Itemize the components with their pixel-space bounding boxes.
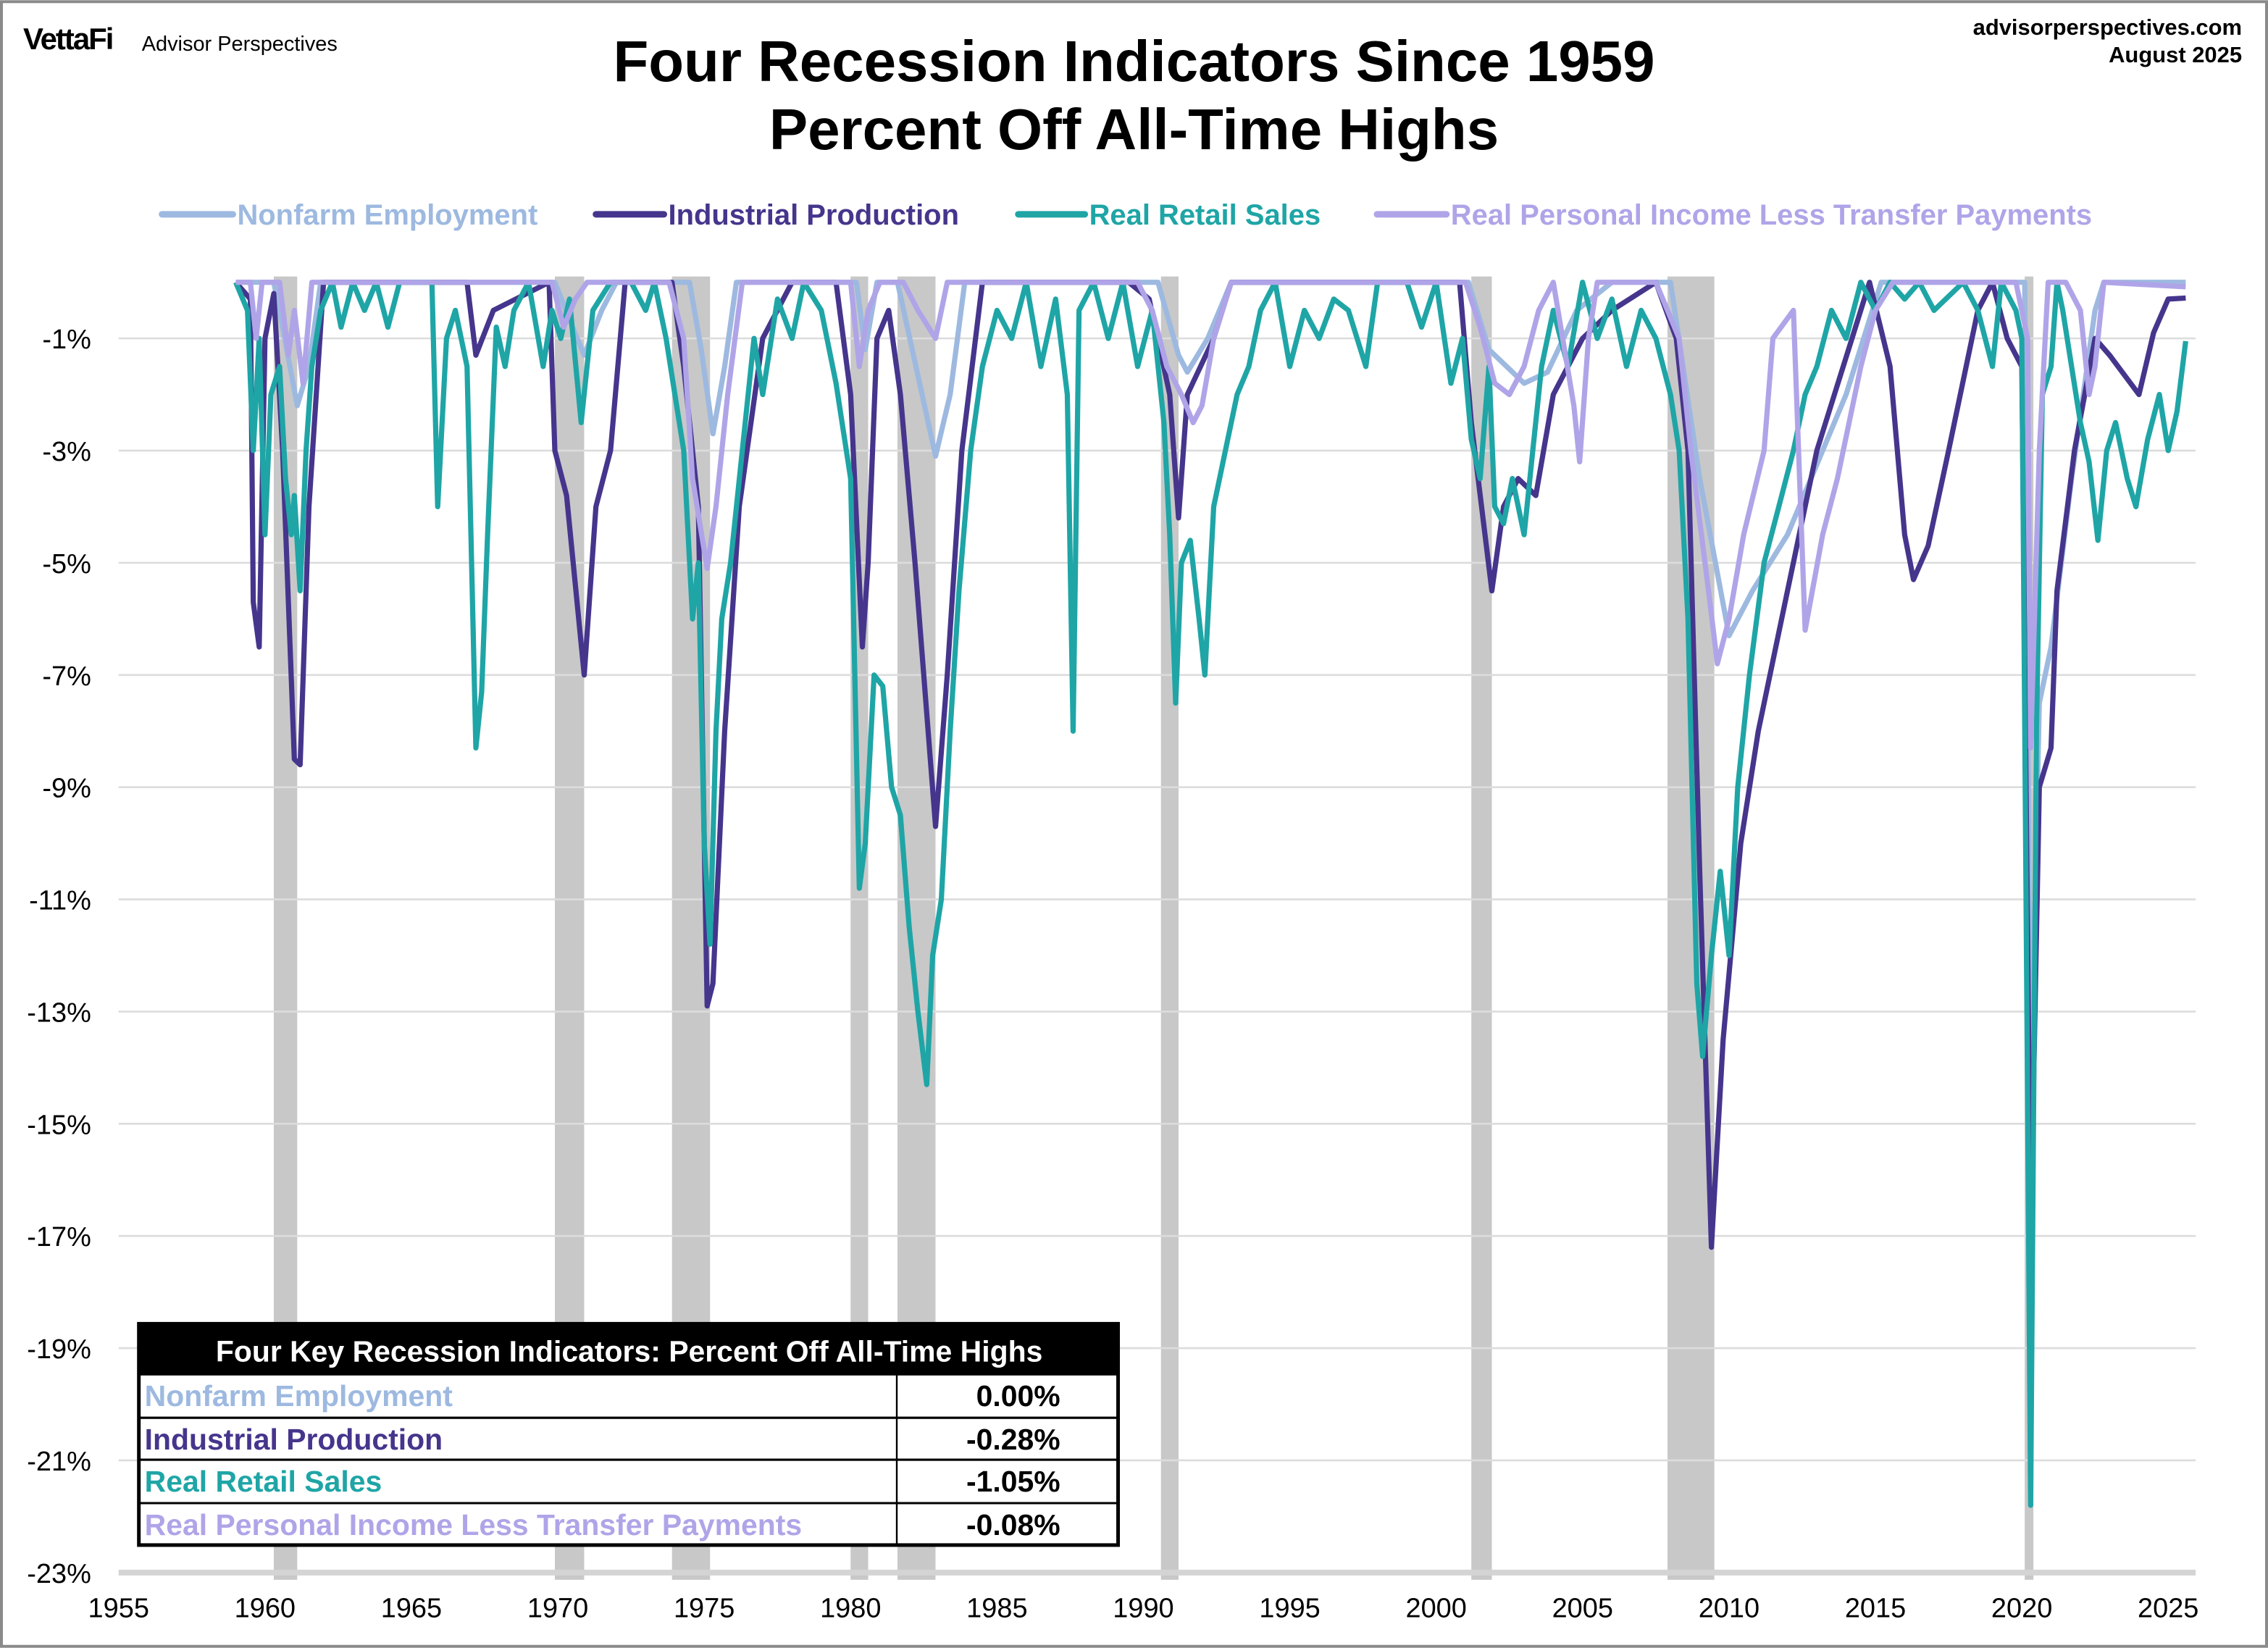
x-axis: 1955 1960 1965 1970 1975 1980 1985 1990 1995 2000… — [88, 1594, 2199, 1624]
y-tick-label: -15% — [27, 1110, 91, 1140]
series-line-nonfarm-employment — [235, 280, 2186, 1099]
table-title: Four Key Recession Indicators: Percent O… — [216, 1334, 1043, 1368]
x-tick-label: 2010 — [1699, 1594, 1759, 1624]
legend-item: Industrial Production — [593, 199, 959, 231]
table-row: Real Personal Income Less Transfer Payme… — [138, 1502, 1120, 1547]
table-row-value: -0.08% — [966, 1508, 1060, 1542]
table-row: Real Retail Sales -1.05% — [138, 1458, 1120, 1505]
y-axis: -1% -3% -5% -7% -9% -11% -13% -15% -17% -19% -21% -… — [27, 325, 91, 1589]
table-row-label: Real Retail Sales — [145, 1465, 382, 1498]
y-tick-label: -21% — [27, 1447, 91, 1477]
chart-subtitle: Percent Off All-Time Highs — [769, 97, 1499, 162]
legend-label: Real Personal Income Less Transfer Payme… — [1451, 199, 2092, 231]
table-row-value: -1.05% — [966, 1465, 1060, 1498]
x-tick-label: 1990 — [1113, 1594, 1173, 1624]
x-tick-label: 1985 — [966, 1594, 1027, 1624]
y-tick-label: -13% — [27, 997, 91, 1028]
y-tick-label: -3% — [42, 437, 91, 467]
x-tick-label: 2020 — [1991, 1594, 2052, 1624]
table-row-label: Industrial Production — [145, 1423, 443, 1456]
vettafi-logo: VettaFi — [23, 22, 112, 56]
site-url: advisorperspectives.com — [1973, 14, 2242, 40]
legend-item: Real Personal Income Less Transfer Payme… — [1373, 199, 2092, 231]
table-outline — [137, 1321, 1121, 1547]
series-lines — [233, 280, 2188, 1508]
table-row-label: Real Personal Income Less Transfer Payme… — [145, 1508, 803, 1542]
y-tick-label: -9% — [42, 774, 91, 804]
x-tick-label: 1995 — [1259, 1594, 1320, 1624]
series-line-real-retail-sales — [233, 280, 2188, 1508]
table-header — [138, 1323, 1118, 1375]
chart-title: Four Recession Indicators Since 1959 — [613, 29, 1654, 93]
brand-name: Advisor Perspectives — [142, 33, 338, 56]
y-tick-label: -19% — [27, 1334, 91, 1365]
legend-label: Industrial Production — [669, 199, 959, 231]
legend-label: Nonfarm Employment — [237, 199, 537, 231]
table-row-value: 0.00% — [976, 1379, 1060, 1413]
y-tick-label: -7% — [42, 661, 91, 692]
y-tick-label: -11% — [29, 886, 91, 916]
x-tick-label: 1970 — [527, 1594, 588, 1624]
x-tick-label: 2015 — [1845, 1594, 1906, 1624]
series-line-real-personal-income-less-transfer-payments — [235, 280, 2186, 751]
x-tick-label: 1955 — [88, 1594, 149, 1624]
summary-table: Four Key Recession Indicators: Percent O… — [137, 1321, 1121, 1547]
y-tick-label: -1% — [42, 325, 91, 355]
legend-label: Real Retail Sales — [1089, 199, 1321, 231]
x-tick-label: 1960 — [235, 1594, 296, 1624]
table-row-label: Nonfarm Employment — [145, 1379, 453, 1413]
x-tick-label: 2000 — [1406, 1594, 1467, 1624]
y-tick-label: -23% — [27, 1559, 91, 1589]
series-line-industrial-production — [233, 280, 2186, 1250]
x-tick-label: 1975 — [674, 1594, 735, 1624]
legend: Nonfarm Employment Industrial Production R… — [159, 199, 2092, 231]
y-tick-label: -17% — [27, 1222, 91, 1252]
legend-item: Real Retail Sales — [1015, 199, 1321, 231]
legend-item: Nonfarm Employment — [159, 199, 537, 231]
x-tick-label: 1980 — [820, 1594, 881, 1624]
gridlines — [118, 337, 2196, 1576]
y-tick-label: -5% — [42, 549, 91, 580]
table-row-value: -0.28% — [966, 1423, 1060, 1456]
x-tick-label: 2005 — [1552, 1594, 1613, 1624]
x-tick-label: 1965 — [381, 1594, 442, 1624]
publish-date: August 2025 — [2109, 42, 2242, 67]
x-tick-label: 2025 — [2138, 1594, 2198, 1624]
